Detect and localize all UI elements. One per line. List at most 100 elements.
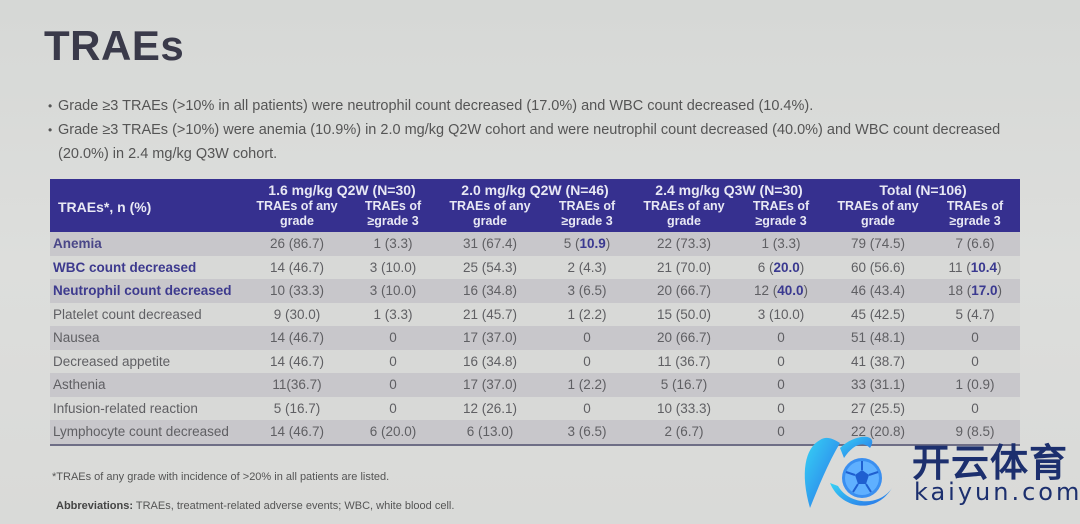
table-body: Anemia 26 (86.7) 1 (3.3) 31 (67.4) 5 (10.9) 2… [50,232,1020,446]
bullet-item: Grade ≥3 TRAEs (>10% in all patients) we… [48,94,1038,118]
subheader-grade3: TRAEs of ≥grade 3 [736,198,826,232]
table-row: Anemia 26 (86.7) 1 (3.3) 31 (67.4) 5 (10.9) 2… [50,232,1020,256]
table-cell: 20 (66.7) [632,279,736,303]
table-cell: 33 (31.1) [826,373,930,397]
table-cell: 0 [930,396,1020,420]
table-cell: 12 (40.0) [736,279,826,303]
table-row: Nausea 14 (46.7) 0 17 (37.0) 0 20 (66.7) 0 51 (… [50,326,1020,350]
table-cell: 45 (42.5) [826,302,930,326]
table-cell: 6 (13.0) [438,420,542,446]
cell-highlight-percent: 20.0 [773,259,800,275]
table-cell: 9 (8.5) [930,420,1020,446]
corner-header: TRAEs*, n (%) [50,179,246,232]
table-cell: 79 (74.5) [826,232,930,256]
table-cell: 0 [930,326,1020,350]
table-cell: 1 (2.2) [542,373,632,397]
table-cell: 16 (34.8) [438,279,542,303]
table-cell: 22 (73.3) [632,232,736,256]
table-cell: 0 [348,396,438,420]
cell-count: 12 ( [753,283,778,299]
table-cell: 0 [348,349,438,373]
table-header-subcolumns: TRAEs of any grade TRAEs of ≥grade 3 TRA… [50,198,1020,232]
table-cell: 17 (37.0) [438,326,542,350]
row-label: Lymphocyte count decreased [50,420,246,446]
subheader-any-grade: TRAEs of any grade [438,198,542,232]
bullet-item: Grade ≥3 TRAEs (>10%) were anemia (10.9%… [48,118,1038,166]
table-cell: 26 (86.7) [246,232,348,256]
table-cell: 51 (48.1) [826,326,930,350]
group-header: 2.0 mg/kg Q2W (N=46) [438,179,632,198]
table-cell: 25 (54.3) [438,255,542,279]
table-row: Neutrophil count decreased 10 (33.3) 3 (10… [50,279,1020,303]
table-cell: 3 (10.0) [348,279,438,303]
cell-highlight-percent: 10.4 [970,259,998,275]
table-cell: 1 (3.3) [736,232,826,256]
table-cell: 60 (56.6) [826,255,930,279]
table-cell: 22 (20.8) [826,420,930,446]
table-cell: 2 (6.7) [632,420,736,446]
cell-highlight-percent: 17.0 [971,283,998,299]
table-cell: 20 (66.7) [632,326,736,350]
group-header: 2.4 mg/kg Q3W (N=30) [632,179,826,198]
table-cell: 14 (46.7) [246,255,348,279]
table-cell: 0 [736,326,826,350]
table-cell: 21 (70.0) [632,255,736,279]
cell-count: 18 ( [947,283,972,299]
table-cell: 0 [930,349,1020,373]
table-cell: 6 (20.0) [736,255,826,279]
watermark-brand-en: kaiyun.com [914,478,1080,506]
subheader-grade3: TRAEs of ≥grade 3 [930,198,1020,232]
table-cell: 5 (16.7) [632,373,736,397]
cell-count: 5 ( [563,236,580,252]
row-label: Nausea [50,326,246,350]
row-label: Decreased appetite [50,349,246,373]
row-label: Platelet count decreased [50,302,246,326]
table-cell: 3 (10.0) [348,255,438,279]
row-label: Infusion-related reaction [50,396,246,420]
subheader-any-grade: TRAEs of any grade [632,198,736,232]
footnote: *TRAEs of any grade with incidence of >2… [52,471,390,483]
table-cell: 0 [542,326,632,350]
cell-suffix: ) [799,259,805,275]
table-row: WBC count decreased 14 (46.7) 3 (10.0) 25 (… [50,255,1020,279]
cell-suffix: ) [605,236,611,252]
table-cell: 31 (67.4) [438,232,542,256]
row-label: Neutrophil count decreased [50,279,246,303]
table-row: Infusion-related reaction 5 (16.7) 0 12 (26… [50,396,1020,420]
row-label: Asthenia [50,373,246,397]
table-cell: 5 (4.7) [930,302,1020,326]
table-header-groups: TRAEs*, n (%) 1.6 mg/kg Q2W (N=30) 2.0 m… [50,179,1020,232]
cell-count: 6 ( [757,259,774,275]
watermark: 开云体育 kaiyun.com [800,428,1080,518]
table-cell: 3 (6.5) [542,279,632,303]
bullet-list: Grade ≥3 TRAEs (>10% in all patients) we… [48,94,1038,166]
table-cell: 3 (6.5) [542,420,632,446]
table-cell: 10 (33.3) [246,279,348,303]
slide-title: TRAEs [44,22,185,69]
subheader-grade3: TRAEs of ≥grade 3 [348,198,438,232]
table-cell: 46 (43.4) [826,279,930,303]
table-cell: 5 (10.9) [542,232,632,256]
table-cell: 27 (25.5) [826,396,930,420]
table-cell: 9 (30.0) [246,302,348,326]
table-cell: 11 (10.4) [930,255,1020,279]
cell-highlight-percent: 10.9 [579,236,606,252]
subheader-any-grade: TRAEs of any grade [246,198,348,232]
table-cell: 1 (0.9) [930,373,1020,397]
k-soccer-ball-logo-icon [804,436,892,508]
group-header: Total (N=106) [826,179,1020,198]
abbreviations: Abbreviations: TRAEs, treatment-related … [56,500,454,512]
row-label: WBC count decreased [50,255,246,279]
table-cell: 1 (2.2) [542,302,632,326]
table-cell: 0 [348,326,438,350]
table-cell: 0 [736,420,826,446]
table-cell: 0 [542,349,632,373]
table-row: Asthenia 11(36.7) 0 17 (37.0) 1 (2.2) 5 (16.7… [50,373,1020,397]
table-cell: 1 (3.3) [348,232,438,256]
table-cell: 7 (6.6) [930,232,1020,256]
table-cell: 0 [542,396,632,420]
table-row: Platelet count decreased 9 (30.0) 1 (3.3) 2… [50,302,1020,326]
table-cell: 3 (10.0) [736,302,826,326]
table-cell: 15 (50.0) [632,302,736,326]
table-cell: 0 [736,349,826,373]
